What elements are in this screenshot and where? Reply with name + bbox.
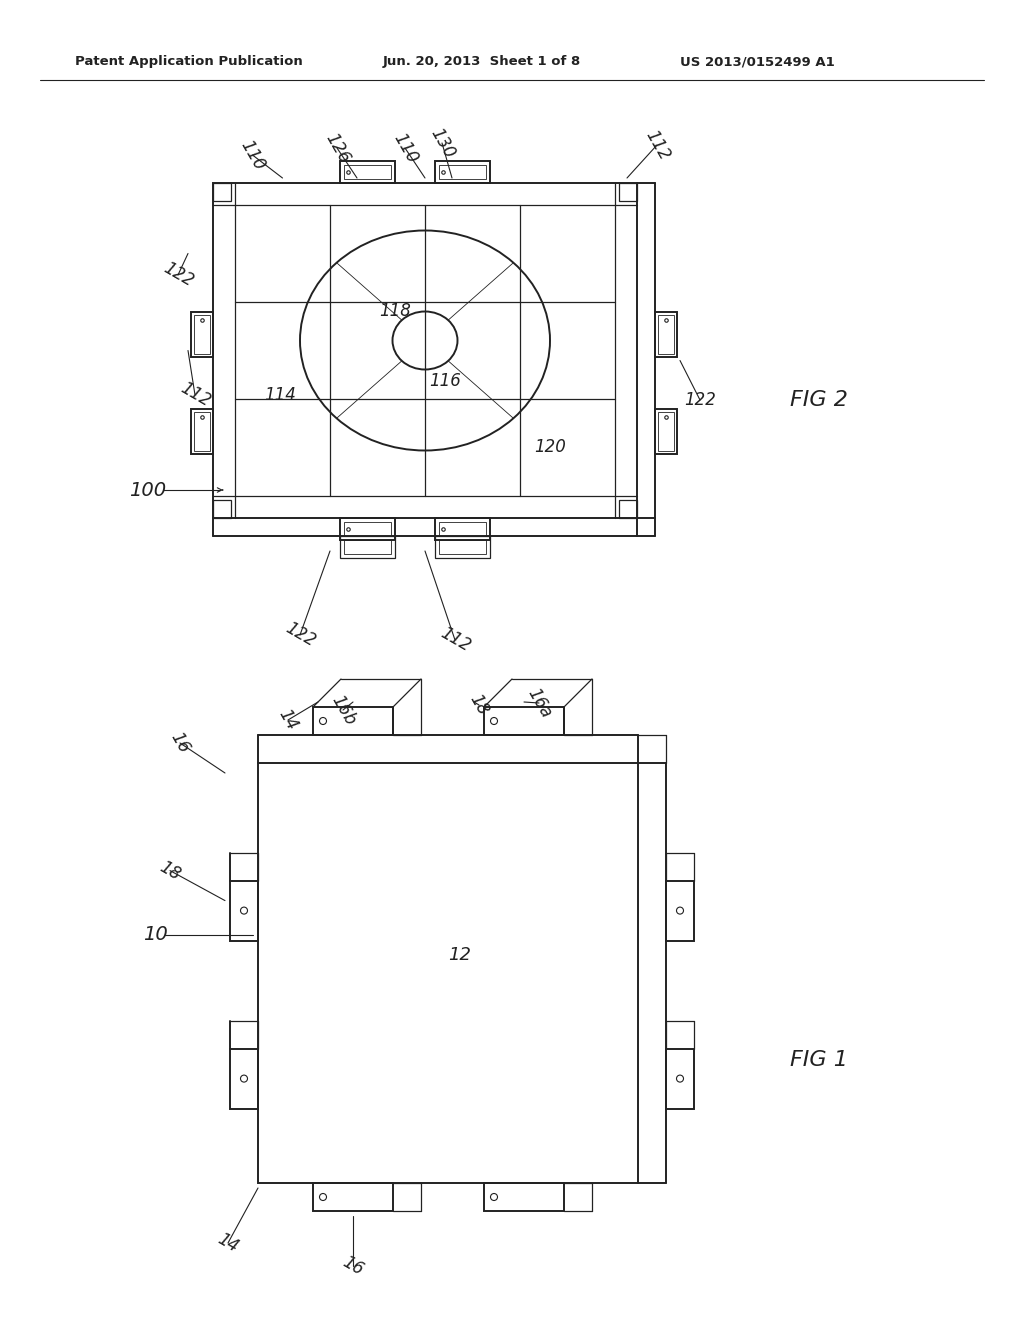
Text: 14: 14 [274,706,301,734]
Bar [191,312,213,356]
Text: 16: 16 [167,729,194,756]
Bar [340,536,395,558]
Bar [213,500,231,517]
Bar [658,412,674,451]
Text: 112: 112 [641,127,673,164]
Text: 122: 122 [282,619,318,651]
Bar [313,708,393,735]
Bar [344,540,391,554]
Text: 18: 18 [466,692,493,718]
Bar [658,315,674,354]
Text: 122: 122 [684,391,716,409]
Text: 14: 14 [214,1230,242,1257]
Bar [655,312,677,356]
Bar [340,161,395,183]
Bar [484,1183,564,1210]
Text: 112: 112 [436,624,473,656]
Bar [666,1048,694,1109]
Bar [439,521,486,536]
Text: 126: 126 [322,129,352,166]
Text: Jun. 20, 2013  Sheet 1 of 8: Jun. 20, 2013 Sheet 1 of 8 [383,55,582,69]
Bar [435,517,490,540]
Text: 18: 18 [157,858,183,883]
Text: 116: 116 [429,371,461,389]
Text: FIG 1: FIG 1 [790,1049,848,1071]
Bar [666,880,694,941]
Text: 12: 12 [449,946,471,964]
Text: 16a: 16a [523,685,555,721]
Bar [484,708,564,735]
Bar [439,540,486,554]
Bar [258,763,638,1183]
Bar [344,521,391,536]
Text: 110: 110 [389,129,421,166]
Bar [230,880,258,941]
Bar [618,500,637,517]
Text: 114: 114 [264,385,296,404]
Text: 16: 16 [339,1253,367,1279]
Text: 120: 120 [535,438,566,457]
Text: 130: 130 [426,124,458,161]
Bar [435,536,490,558]
Bar [213,183,637,517]
Bar [230,1048,258,1109]
Text: 100: 100 [129,480,167,499]
Text: 10: 10 [142,925,167,945]
Bar [439,165,486,180]
Bar [191,409,213,454]
Text: 122: 122 [160,259,197,290]
Bar [313,1183,393,1210]
Bar [618,183,637,201]
Text: 112: 112 [177,379,213,411]
Bar [340,517,395,540]
Text: 110: 110 [237,137,268,173]
Bar [344,165,391,180]
Text: US 2013/0152499 A1: US 2013/0152499 A1 [680,55,835,69]
Bar [194,412,210,451]
Bar [655,409,677,454]
Bar [194,315,210,354]
Text: 118: 118 [379,301,411,319]
Text: Patent Application Publication: Patent Application Publication [75,55,303,69]
Bar [213,183,231,201]
Bar [435,161,490,183]
Text: FIG 2: FIG 2 [790,389,848,411]
Text: 16b: 16b [328,692,358,729]
